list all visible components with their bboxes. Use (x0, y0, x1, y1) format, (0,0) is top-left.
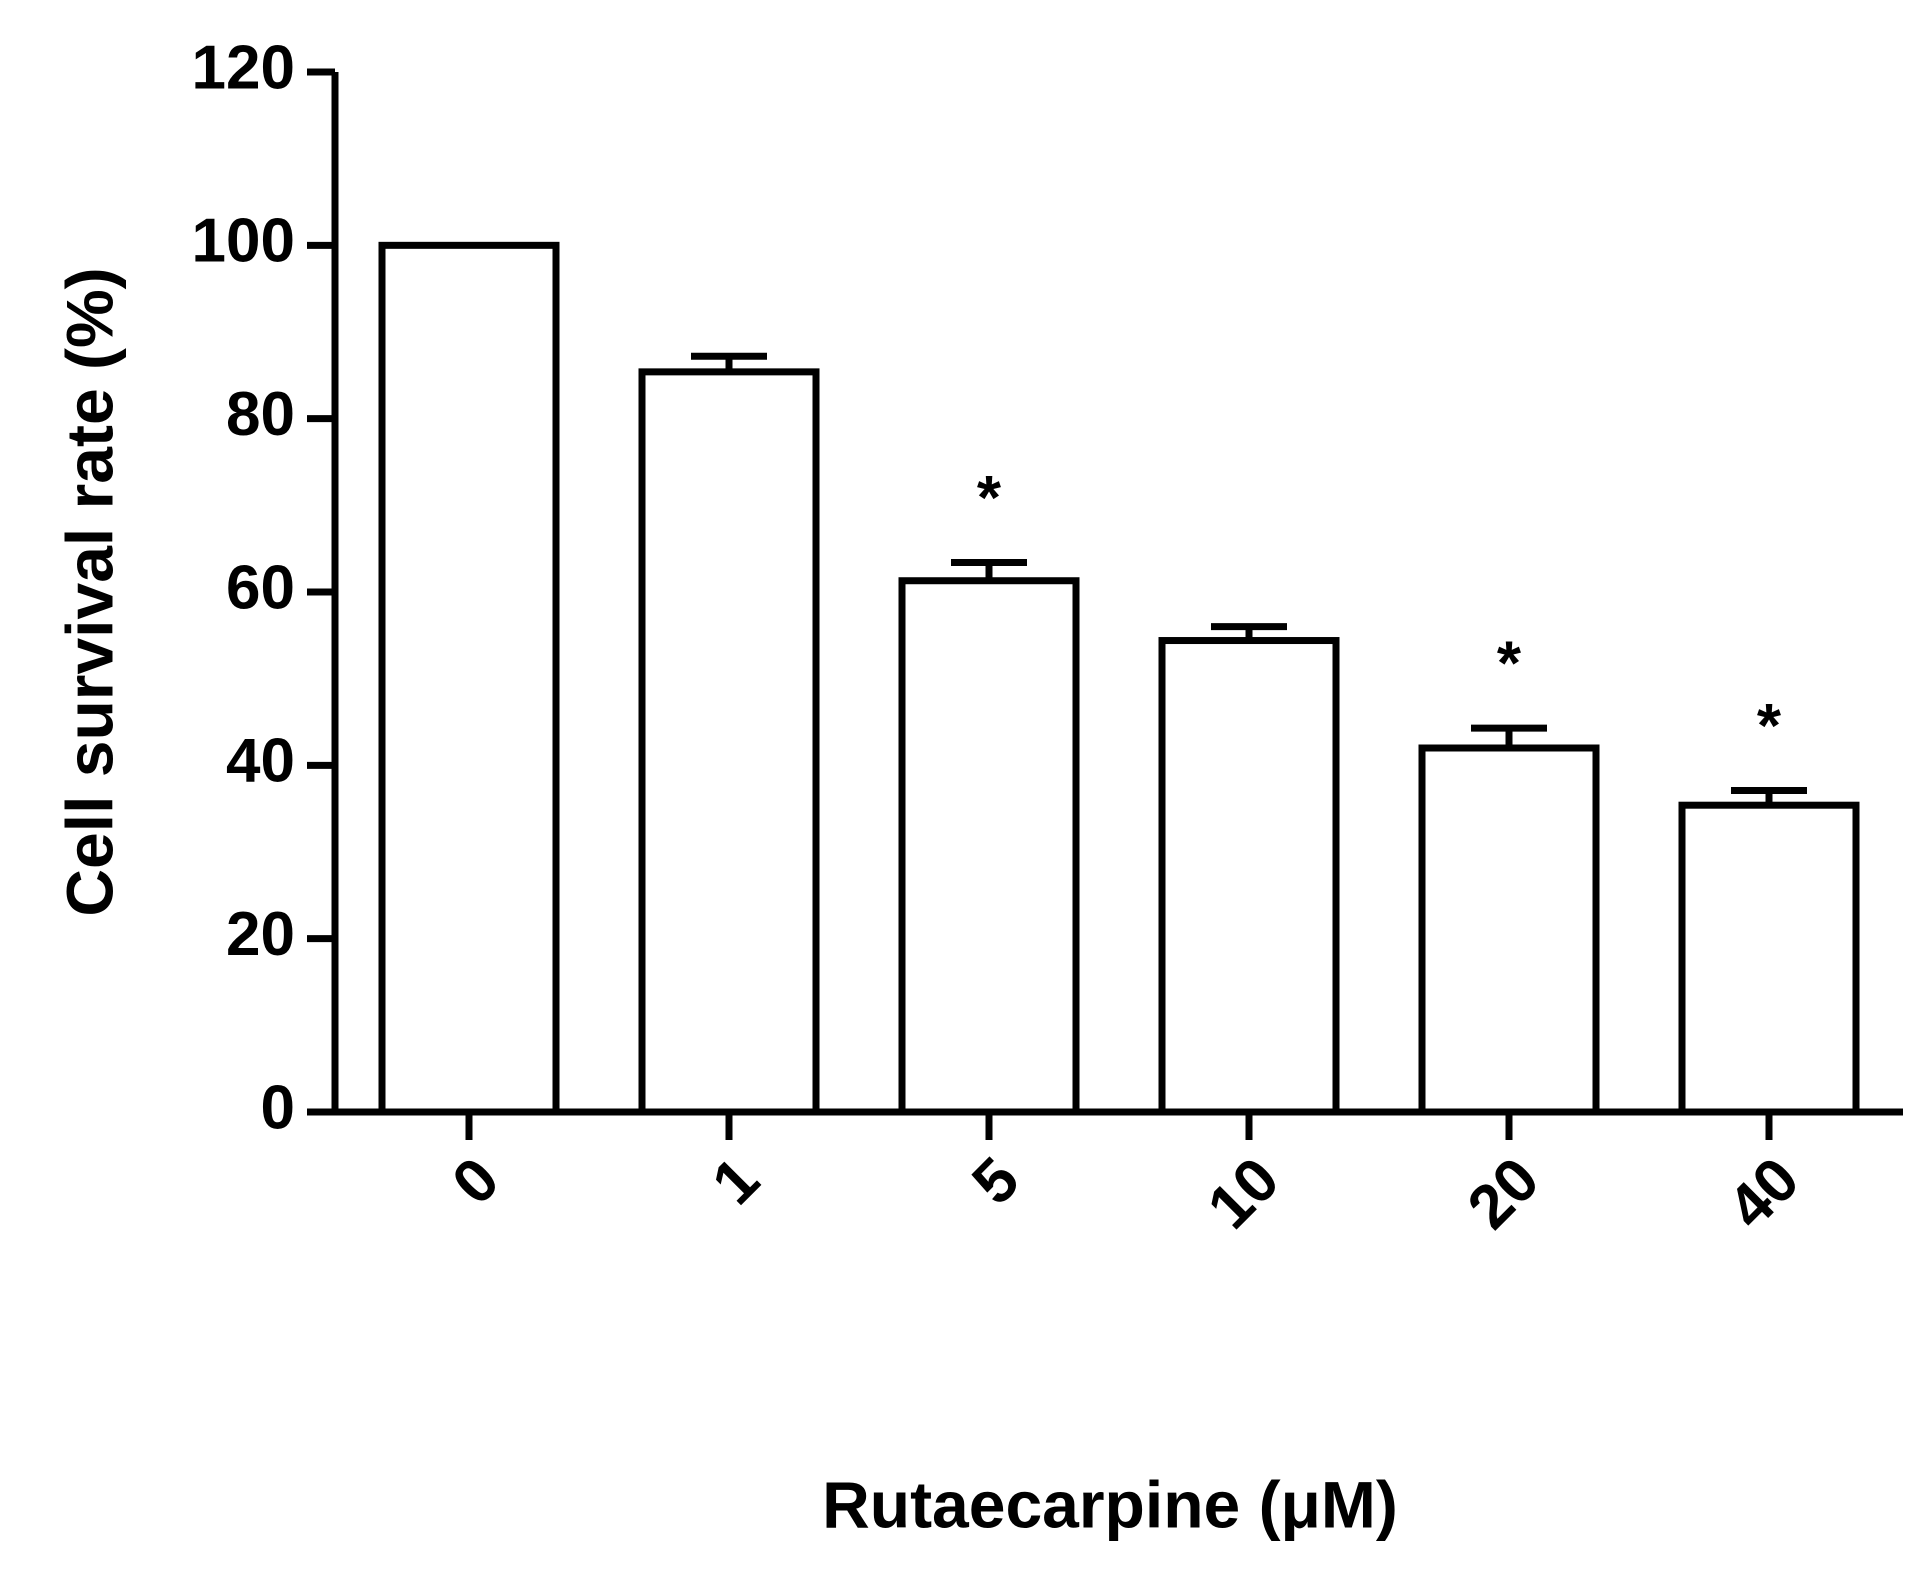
significance-marker: * (1757, 692, 1782, 761)
y-tick-label: 120 (192, 33, 295, 102)
y-tick-label: 60 (226, 553, 295, 622)
y-tick-label: 40 (226, 727, 295, 796)
x-tick-label: 10 (1195, 1145, 1293, 1243)
significance-marker: * (1497, 629, 1522, 698)
bar (638, 368, 820, 1116)
bar (378, 241, 560, 1116)
y-tick-label: 0 (261, 1073, 295, 1142)
bar (1418, 744, 1600, 1116)
x-tick-label: 1 (699, 1145, 772, 1218)
bar (1678, 801, 1860, 1116)
x-tick-label: 5 (959, 1145, 1032, 1218)
bar (898, 577, 1080, 1116)
x-tick-label: 20 (1455, 1145, 1553, 1243)
x-tick-label: 40 (1715, 1145, 1813, 1243)
x-axis-label: Rutaecarpine (μM) (822, 1467, 1398, 1541)
y-tick-label: 20 (226, 900, 295, 969)
bar (1158, 637, 1340, 1116)
y-axis-label: Cell survival rate (%) (52, 267, 126, 916)
y-tick-label: 100 (192, 207, 295, 276)
y-tick-label: 80 (226, 380, 295, 449)
significance-marker: * (977, 464, 1002, 533)
x-tick-label: 0 (439, 1145, 512, 1218)
